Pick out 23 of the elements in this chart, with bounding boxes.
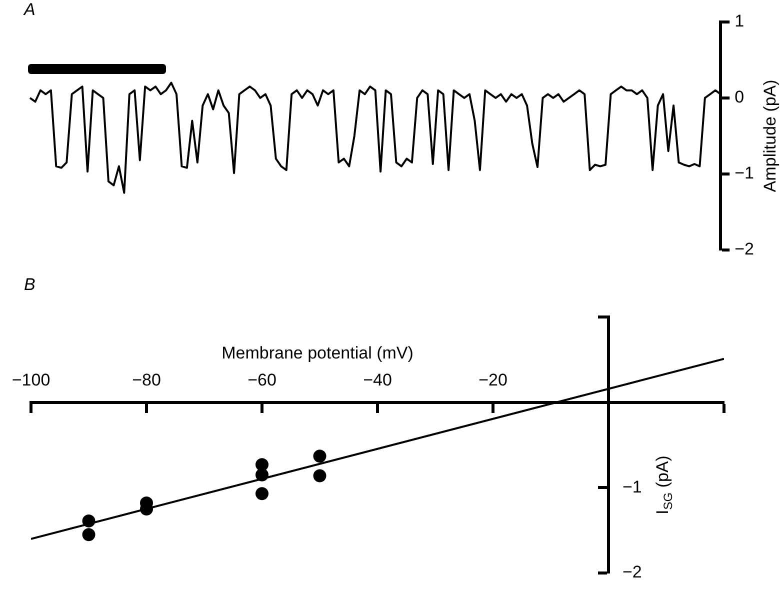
x-tick-label: −80 (132, 370, 161, 390)
point (256, 468, 268, 482)
point (256, 458, 268, 472)
x-tick-label: −20 (478, 370, 508, 390)
chart-title: A (23, 0, 36, 20)
y-tick-label: −2 (734, 239, 754, 258)
x-axis-title: Membrane potential (mV) (222, 344, 414, 363)
y-axis-title: Amplitude (pA) (760, 80, 780, 192)
chart-title: B (24, 275, 36, 294)
x-tick-label: −40 (363, 370, 392, 390)
y-tick-label: −2 (622, 562, 642, 582)
x-tick-label: −60 (248, 370, 276, 390)
point (82, 514, 96, 528)
y-tick-label: 0 (734, 88, 744, 107)
point (313, 450, 326, 463)
y-tick-label: −1 (622, 477, 642, 496)
point (82, 528, 96, 542)
y-tick-label: 1 (734, 12, 744, 31)
point (256, 487, 268, 500)
point (313, 469, 326, 482)
y-tick-label: −1 (734, 164, 754, 183)
x-tick-label: −100 (12, 370, 50, 390)
y-axis-title: ISG (pA) (653, 456, 675, 514)
